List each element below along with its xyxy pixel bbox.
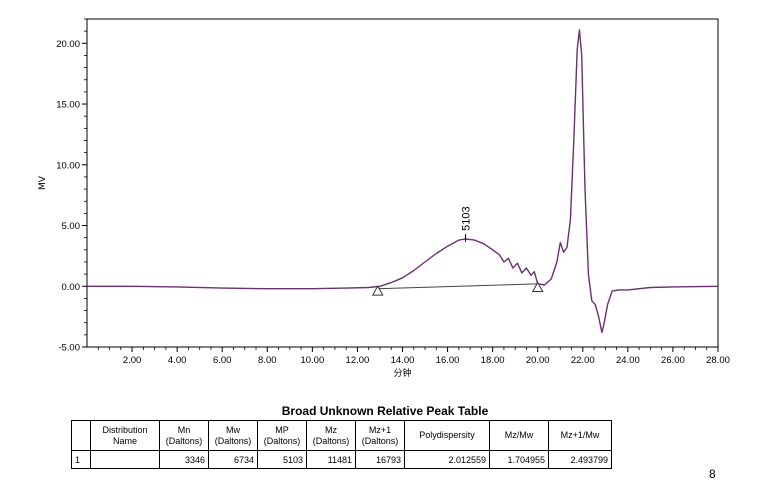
x-tick-label: 24.00 bbox=[616, 355, 640, 366]
header-mn: Mn (Daltons) bbox=[159, 420, 209, 451]
cell-mp: 5103 bbox=[257, 450, 307, 469]
y-tick-label: 20.00 bbox=[56, 39, 80, 50]
x-tick-label: 6.00 bbox=[213, 355, 232, 366]
x-tick-label: 12.00 bbox=[346, 355, 370, 366]
cell-polydispersity: 2.012559 bbox=[404, 450, 490, 469]
cell-mz1: 16793 bbox=[355, 450, 405, 469]
x-tick-label: 26.00 bbox=[661, 355, 685, 366]
header-polydispersity: Polydispersity bbox=[404, 420, 490, 451]
page-number: 8 bbox=[709, 467, 716, 481]
cell-mz: 11481 bbox=[306, 450, 356, 469]
y-tick-label: 0.00 bbox=[62, 282, 81, 293]
integration-marker bbox=[531, 281, 544, 292]
x-tick-label: 10.00 bbox=[300, 355, 324, 366]
header-mz1: Mz+1 (Daltons) bbox=[355, 420, 405, 451]
y-tick-label: 5.00 bbox=[62, 221, 81, 232]
peak-table: Distribution Name Mn (Daltons) Mw (Dalto… bbox=[71, 420, 612, 469]
x-axis-label: 分钟 bbox=[393, 367, 411, 379]
x-tick-label: 4.00 bbox=[168, 355, 187, 366]
y-tick-label: 10.00 bbox=[56, 160, 80, 171]
header-index bbox=[71, 420, 91, 451]
peak-label: 5103 bbox=[461, 206, 473, 230]
header-mw: Mw (Daltons) bbox=[208, 420, 258, 451]
cell-mn: 3346 bbox=[159, 450, 209, 469]
integration-baseline bbox=[377, 283, 538, 290]
x-tick-label: 8.00 bbox=[258, 355, 277, 366]
peak-table-header-row: Distribution Name Mn (Daltons) Mw (Dalto… bbox=[71, 420, 612, 451]
cell-mz1-mw: 2.493799 bbox=[548, 450, 612, 469]
y-axis-label: MV bbox=[38, 175, 48, 190]
header-mz-mw: Mz/Mw bbox=[489, 420, 549, 451]
y-tick-label: -5.00 bbox=[58, 343, 80, 354]
x-tick-label: 20.00 bbox=[526, 355, 550, 366]
x-tick-label: 16.00 bbox=[436, 355, 460, 366]
x-tick-label: 22.00 bbox=[571, 355, 595, 366]
chromatogram-series-line bbox=[87, 29, 719, 334]
x-tick-label: 28.00 bbox=[706, 355, 730, 366]
header-mz: Mz (Daltons) bbox=[306, 420, 356, 451]
cell-mw: 6734 bbox=[208, 450, 258, 469]
integration-marker bbox=[371, 285, 384, 296]
x-tick-label: 18.00 bbox=[481, 355, 505, 366]
y-tick-label: 15.00 bbox=[56, 100, 80, 111]
cell-mz-mw: 1.704955 bbox=[489, 450, 549, 469]
cell-index: 1 bbox=[71, 450, 91, 469]
x-tick-label: 14.00 bbox=[391, 355, 415, 366]
chromatogram-chart: -5.00 0.00 5.00 10.00 15.00 20.00 2.00 4.00 6.00… bbox=[38, 18, 730, 379]
table-row: 1 3346 6734 5103 11481 16793 2.012559 1.… bbox=[71, 450, 612, 469]
header-distribution-name: Distribution Name bbox=[90, 420, 160, 451]
cell-distribution-name bbox=[90, 450, 160, 469]
header-mp: MP (Daltons) bbox=[257, 420, 307, 451]
plot-frame bbox=[86, 18, 719, 348]
header-mz1-mw: Mz+1/Mw bbox=[548, 420, 612, 451]
x-tick-label: 2.00 bbox=[123, 355, 142, 366]
peak-table-title: Broad Unknown Relative Peak Table bbox=[281, 404, 489, 418]
